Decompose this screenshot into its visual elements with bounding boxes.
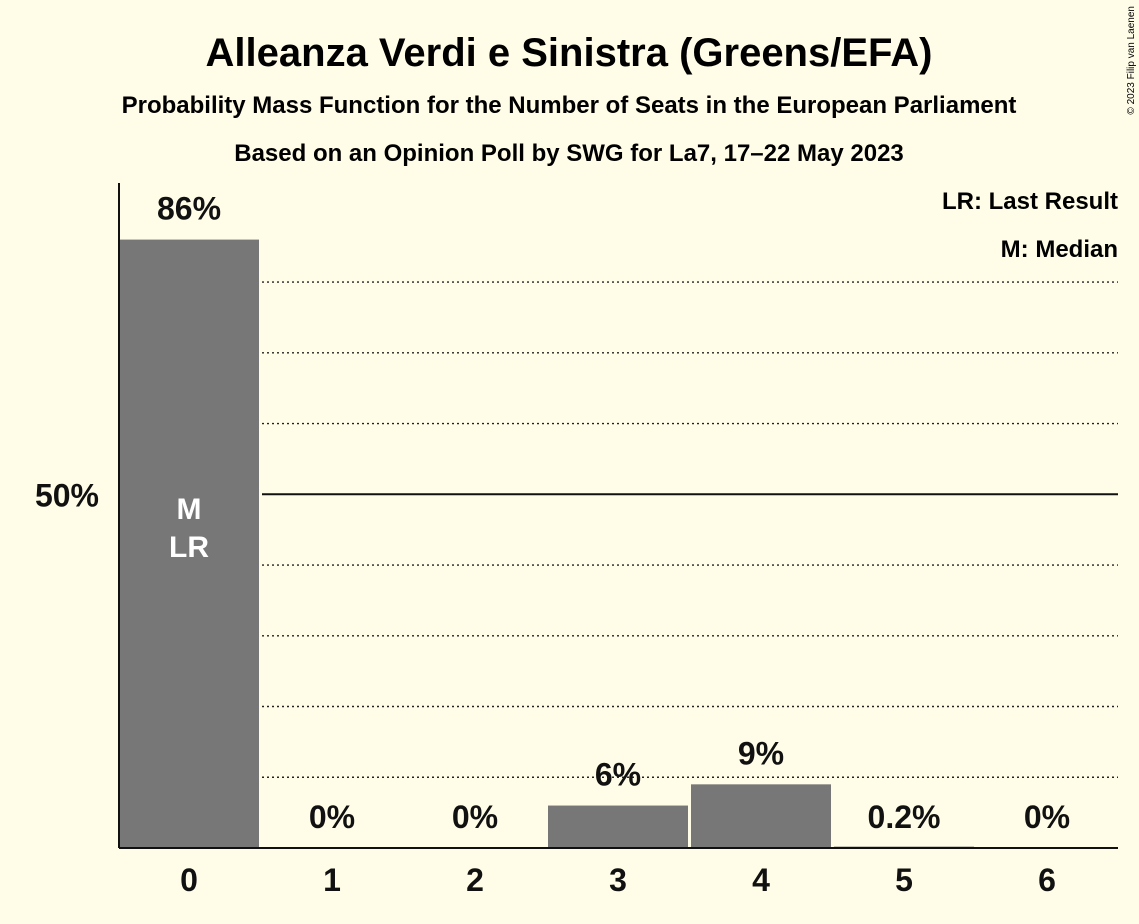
value-label-1: 0% bbox=[309, 799, 355, 835]
x-tick-5: 5 bbox=[895, 862, 913, 898]
value-label-5: 0.2% bbox=[868, 799, 941, 835]
y-tick-50: 50% bbox=[35, 477, 99, 513]
x-tick-2: 2 bbox=[466, 862, 484, 898]
bar-marker-lr: LR bbox=[169, 531, 209, 564]
value-label-3: 6% bbox=[595, 757, 641, 793]
value-labels: 86% 0% 0% 6% 9% 0.2% 0% M LR bbox=[157, 191, 1070, 835]
bar-3 bbox=[548, 805, 688, 848]
legend-last-result: LR: Last Result bbox=[942, 188, 1118, 215]
bar-0 bbox=[119, 239, 259, 848]
chart-subtitle-source: Based on an Opinion Poll by SWG for La7,… bbox=[234, 140, 904, 167]
gridlines bbox=[262, 281, 1118, 778]
x-tick-1: 1 bbox=[323, 862, 341, 898]
bar-marker-m: M bbox=[177, 493, 202, 526]
copyright-note: © 2023 Filip van Laenen bbox=[1126, 6, 1137, 115]
bars bbox=[119, 239, 974, 848]
legend-median: M: Median bbox=[1001, 236, 1118, 263]
value-label-2: 0% bbox=[452, 799, 498, 835]
value-label-4: 9% bbox=[738, 735, 784, 771]
bar-4 bbox=[691, 784, 831, 848]
axes: 0 1 2 3 4 5 6 50% bbox=[35, 183, 1118, 898]
x-tick-3: 3 bbox=[609, 862, 627, 898]
x-tick-6: 6 bbox=[1038, 862, 1056, 898]
value-label-6: 0% bbox=[1024, 799, 1070, 835]
x-tick-0: 0 bbox=[180, 862, 198, 898]
chart-title: Alleanza Verdi e Sinistra (Greens/EFA) bbox=[206, 31, 933, 75]
value-label-0: 86% bbox=[157, 191, 221, 227]
x-tick-4: 4 bbox=[752, 862, 770, 898]
chart-subtitle: Probability Mass Function for the Number… bbox=[122, 92, 1017, 119]
